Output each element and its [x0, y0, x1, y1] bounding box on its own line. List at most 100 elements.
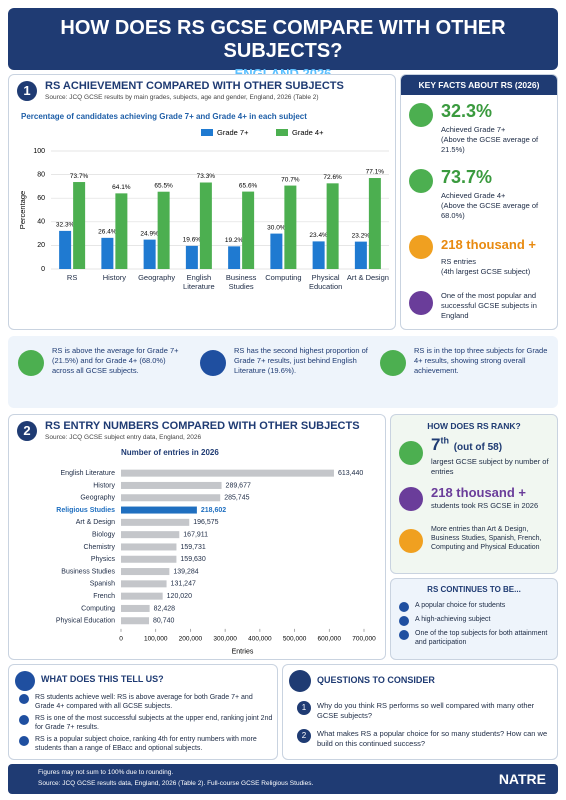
bar — [121, 494, 221, 502]
x-tick-label-box: Geography — [138, 273, 175, 282]
highlight-text: RS is in the top three subjects for Grad… — [414, 346, 548, 376]
x-tick-label: RS — [66, 273, 78, 282]
footer-source: Source: JCQ GCSE results data, England, … — [38, 780, 314, 787]
icon — [200, 350, 226, 376]
icon — [399, 529, 423, 553]
header: HOW DOES RS GCSE COMPARE WITH OTHER SUBJ… — [8, 8, 558, 81]
rank-title: HOW DOES RS RANK? — [427, 421, 521, 431]
tell-us-item: RS is a popular subject choice, ranking … — [19, 735, 273, 753]
x-tick-label-box: Art & Design — [347, 273, 389, 282]
y-tick-label: Physical Education — [56, 618, 115, 625]
bar — [228, 246, 241, 269]
continues-item: One of the top subjects for both attainm… — [399, 629, 549, 647]
section-title: RS ENTRY NUMBERS COMPARED WITH OTHER SUB… — [45, 420, 360, 432]
fact-text: Achieved Grade 7+ (Above the GCSE average… — [441, 125, 553, 155]
key-facts-title: KEY FACTS ABOUT RS (2026) — [401, 75, 557, 95]
icon — [380, 350, 406, 376]
rank-note: (out of 58) — [453, 442, 503, 453]
value-label: 167,911 — [183, 531, 208, 538]
y-tick-label: 100 — [33, 148, 45, 155]
value-label: 19.6% — [183, 237, 202, 244]
value-label: 24.9% — [140, 230, 159, 237]
y-tick-label: 60 — [37, 195, 45, 202]
highlight-text: RS has the second highest proportion of … — [234, 346, 368, 376]
logo: NATRE — [498, 771, 546, 787]
bar — [101, 237, 114, 269]
value-label: 65.5% — [154, 182, 173, 189]
chart: Number of entries in 2026 0 100,000 200,000… — [56, 448, 376, 656]
bar — [326, 183, 339, 269]
value-label: 131,247 — [171, 581, 196, 588]
value-label: 64.1% — [112, 184, 131, 191]
y-tick-label: Art & Design — [76, 519, 115, 526]
icon — [409, 169, 433, 193]
bar — [121, 617, 150, 625]
x-tick-label-box: Physical Education — [308, 273, 343, 292]
y-tick-label: French — [93, 593, 115, 600]
value-label: 218,602 — [201, 507, 226, 514]
tell-us-item: RS is one of the most successful subject… — [19, 714, 273, 732]
y-tick-label: 20 — [37, 242, 45, 249]
y-axis-label: Percentage — [18, 191, 27, 229]
key-facts: KEY FACTS ABOUT RS (2026) 32.3% Achieved … — [400, 74, 558, 330]
value-label: 72.6% — [323, 174, 342, 181]
bar — [185, 245, 198, 269]
questions-title: QUESTIONS TO CONSIDER — [317, 675, 435, 685]
fact-label: Achieved Grade 7+ — [441, 125, 506, 134]
x-tick-label-box: Business Studies — [225, 273, 257, 292]
fact-value: 32.3% — [441, 101, 493, 121]
x-tick-label: 700,000 — [352, 636, 376, 643]
icon — [409, 291, 433, 315]
y-tick-label: Biology — [92, 531, 115, 538]
fact-note: (Above the GCSE average of 21.5%) — [441, 135, 539, 155]
bar — [121, 568, 170, 576]
fact-text: Achieved Grade 4+ (Above the GCSE average… — [441, 191, 553, 221]
fact-label: RS entries — [441, 257, 477, 266]
chart: Percentage of candidates achieving Grade… — [18, 112, 389, 292]
x-tick-label: 400,000 — [248, 636, 272, 643]
rank-label: largest GCSE subject by number of entrie… — [431, 457, 549, 476]
rank-entries: 218 thousand + — [431, 485, 526, 500]
x-tick-label-box: Computing — [265, 273, 301, 282]
bar — [199, 182, 212, 269]
rank: 7 — [431, 435, 441, 454]
rank-suffix: th — [440, 435, 449, 446]
x-tick-label: 300,000 — [213, 636, 237, 643]
value-label: 70.7% — [281, 176, 300, 183]
x-tick-label-box: English Literature — [183, 273, 215, 291]
x-tick-label: 600,000 — [318, 636, 342, 643]
icon — [289, 670, 311, 692]
y-tick-label: 0 — [41, 266, 45, 273]
y-tick-label: Religious Studies — [56, 507, 115, 514]
section-number: 2 — [17, 421, 37, 441]
bar — [121, 543, 177, 551]
bar — [121, 604, 150, 612]
x-tick-label: Business Studies — [225, 273, 257, 292]
rank-value: 7th (out of 58) — [431, 435, 502, 455]
x-tick-label: Physical Education — [308, 273, 343, 292]
bar — [157, 191, 170, 269]
bar — [121, 580, 167, 588]
fact-text: RS entries (4th largest GCSE subject) — [441, 257, 553, 277]
bar — [121, 506, 197, 514]
bar — [121, 481, 222, 489]
icon — [409, 235, 433, 259]
source: Source: JCQ GCSE subject entry data, Eng… — [45, 434, 202, 441]
tell-us-item: RS students achieve well: RS is above av… — [19, 693, 273, 711]
rank-more: More entries than Art & Design, Business… — [431, 526, 542, 552]
highlights: RS is above the average for Grade 7+ (21… — [8, 336, 558, 408]
section-number: 1 — [17, 81, 37, 101]
question-text: Why do you think RS performs so well com… — [317, 701, 535, 720]
value-label: 73.3% — [197, 173, 216, 180]
bar — [121, 555, 177, 563]
bar — [143, 239, 156, 269]
continues-box: RS CONTINUES TO BE... A popular choice f… — [390, 578, 558, 660]
bar — [121, 469, 334, 477]
y-tick-label: English Literature — [61, 470, 116, 477]
value-label: 159,630 — [180, 556, 205, 563]
x-tick-label: 100,000 — [144, 636, 168, 643]
x-tick-label: 500,000 — [283, 636, 307, 643]
legend-label: Grade 7+ — [217, 128, 249, 137]
y-tick-label: Geography — [80, 495, 115, 502]
